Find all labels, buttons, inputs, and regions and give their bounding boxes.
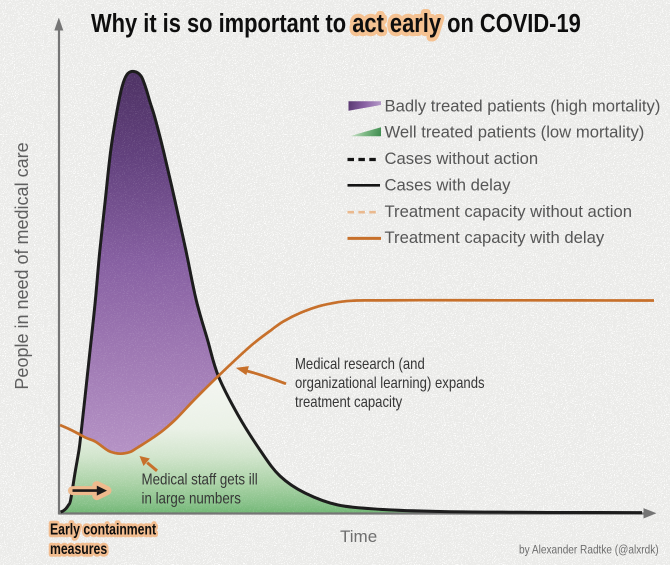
svg-text:measures: measures bbox=[50, 541, 107, 559]
svg-text:Well treated patients (low mor: Well treated patients (low mortality) bbox=[385, 123, 645, 142]
svg-text:Medical research (and: Medical research (and bbox=[295, 356, 425, 373]
svg-text:Medical staff gets ill: Medical staff gets ill bbox=[142, 471, 258, 488]
svg-text:Cases without action: Cases without action bbox=[385, 149, 539, 168]
svg-text:Treatment capacity with delay: Treatment capacity with delay bbox=[385, 228, 605, 247]
svg-text:by Alexander Radtke (@alxrdk): by Alexander Radtke (@alxrdk) bbox=[519, 544, 659, 557]
svg-text:Why it is so important to act: Why it is so important to act early on C… bbox=[91, 9, 581, 38]
svg-text:Cases with delay: Cases with delay bbox=[385, 175, 511, 194]
svg-text:People in need of medical care: People in need of medical care bbox=[12, 142, 32, 389]
svg-text:Badly treated patients (high m: Badly treated patients (high mortality) bbox=[385, 96, 661, 115]
svg-text:Time: Time bbox=[340, 527, 377, 546]
svg-text:in large numbers: in large numbers bbox=[142, 490, 241, 507]
svg-text:treatment capacity: treatment capacity bbox=[295, 394, 403, 411]
svg-text:Early containment: Early containment bbox=[50, 521, 156, 539]
svg-text:Treatment capacity without act: Treatment capacity without action bbox=[385, 202, 633, 221]
svg-text:organizational learning) expan: organizational learning) expands bbox=[295, 375, 485, 392]
